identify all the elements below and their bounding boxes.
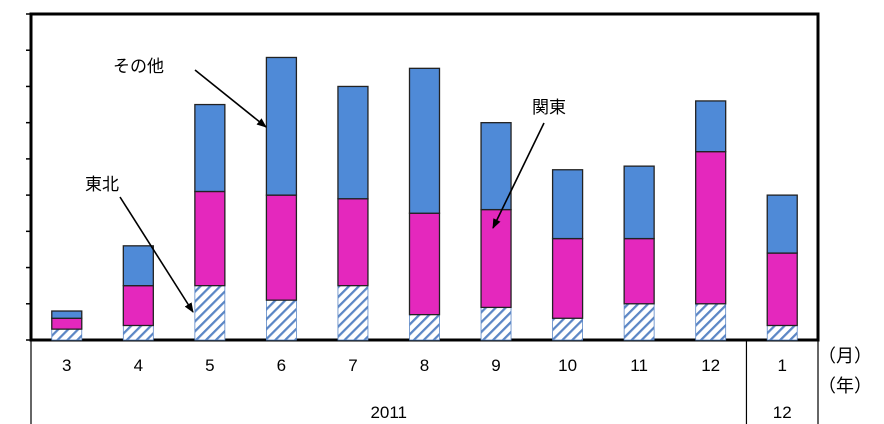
annotations: その他 関東 東北 [85, 57, 566, 313]
bar-10-series-1 [551, 237, 584, 319]
bar-11-series-0 [623, 303, 655, 341]
bar-3-series-1 [51, 317, 83, 330]
bar-7-series-0 [337, 285, 369, 341]
bar-3-series-2 [51, 310, 83, 319]
bar-7-series-1 [337, 198, 369, 287]
annotation-other: その他 [113, 57, 164, 76]
x-axis: 3 4 5 6 7 8 9 10 11 12 1 2011 12 [30, 340, 819, 424]
year-unit-label: （年） [818, 376, 872, 396]
bar-4-series-2 [122, 245, 154, 287]
x-tick-label-month: 3 [62, 356, 71, 375]
x-tick-label-month: 4 [134, 356, 143, 375]
x-tick-label-month: 11 [630, 356, 648, 375]
bar-9-series-1 [480, 208, 512, 309]
bar-9-series-2 [480, 122, 512, 211]
month-unit-label: （月） [818, 346, 872, 366]
bar-6-series-0 [266, 299, 297, 341]
bar-5-series-0 [194, 285, 226, 341]
bar-1-series-0 [766, 325, 798, 341]
bar-5-series-1 [194, 190, 226, 287]
bar-1-series-1 [766, 252, 798, 327]
arrow-other [194, 69, 267, 128]
x-tick-label-year: 2011 [370, 403, 407, 422]
bar-11-series-2 [623, 165, 655, 240]
bar-4-series-1 [122, 285, 154, 327]
bars [51, 56, 798, 341]
x-tick-label-month: 6 [277, 356, 286, 375]
annotation-kanto: 関東 [532, 98, 566, 117]
bar-6-series-2 [265, 56, 298, 196]
bar-7-series-2 [337, 85, 369, 200]
bar-1-series-2 [766, 194, 798, 254]
x-tick-label-month: 9 [491, 356, 500, 375]
x-tick-label-month: 5 [205, 356, 214, 375]
x-tick-label-month: 1 [777, 356, 786, 375]
x-tick-label-year: 12 [773, 403, 792, 422]
bar-5-series-2 [194, 103, 226, 193]
bar-9-series-0 [480, 306, 512, 341]
bar-12-series-1 [695, 150, 727, 305]
bar-8-series-0 [409, 314, 440, 341]
annotation-tohoku: 東北 [85, 175, 119, 194]
x-tick-label-month: 12 [701, 356, 720, 375]
bar-8-series-1 [408, 212, 441, 316]
arrow-kanto [492, 122, 545, 229]
bar-12-series-2 [695, 100, 727, 153]
x-tick-label-month: 7 [348, 356, 357, 375]
bar-8-series-2 [408, 67, 441, 214]
x-tick-label-month: 10 [558, 356, 577, 375]
bar-6-series-1 [265, 194, 298, 301]
bar-10-series-0 [552, 317, 583, 341]
bar-3-series-0 [51, 328, 83, 341]
bar-12-series-0 [695, 303, 727, 341]
bar-4-series-0 [122, 325, 154, 341]
bar-10-series-2 [551, 169, 584, 240]
y-tick-marks [26, 13, 31, 341]
arrow-tohoku [119, 196, 194, 313]
bar-11-series-1 [623, 237, 655, 305]
x-tick-label-month: 8 [420, 356, 429, 375]
